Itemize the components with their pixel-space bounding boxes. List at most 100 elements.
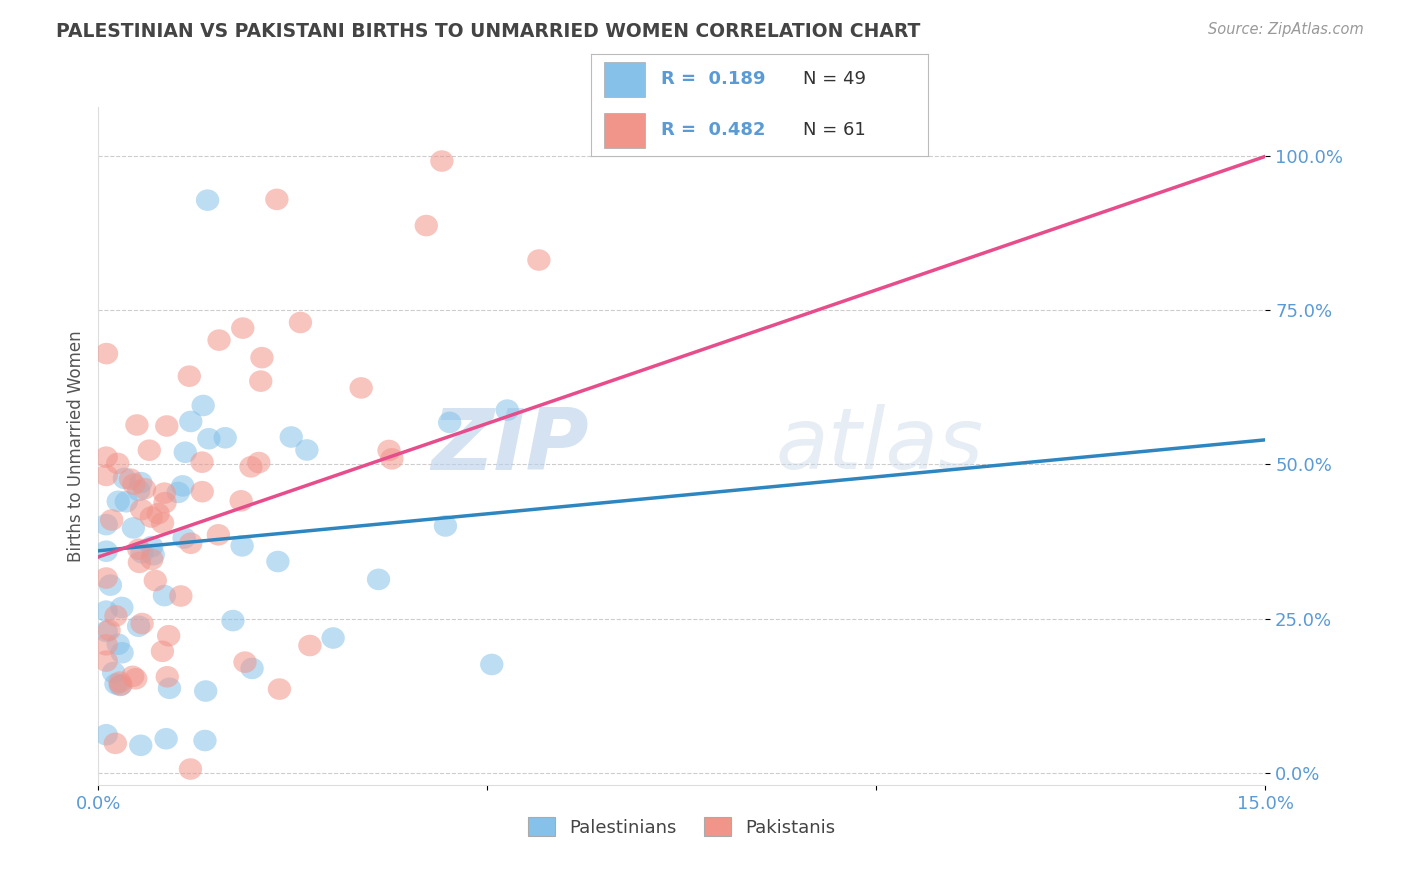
Ellipse shape [266, 188, 288, 211]
Ellipse shape [112, 467, 136, 489]
Text: atlas: atlas [775, 404, 983, 488]
Ellipse shape [150, 640, 174, 662]
Ellipse shape [193, 730, 217, 751]
Ellipse shape [94, 567, 118, 589]
Text: R =  0.482: R = 0.482 [661, 121, 766, 139]
Ellipse shape [377, 440, 401, 461]
Text: PALESTINIAN VS PAKISTANI BIRTHS TO UNMARRIED WOMEN CORRELATION CHART: PALESTINIAN VS PAKISTANI BIRTHS TO UNMAR… [56, 22, 921, 41]
Ellipse shape [97, 619, 121, 641]
Ellipse shape [94, 600, 118, 622]
Ellipse shape [153, 491, 177, 514]
Ellipse shape [104, 605, 128, 627]
Ellipse shape [110, 597, 134, 618]
Text: N = 61: N = 61 [803, 121, 866, 139]
Ellipse shape [350, 377, 373, 399]
Ellipse shape [166, 482, 190, 503]
Ellipse shape [267, 678, 291, 700]
Ellipse shape [129, 472, 152, 493]
Ellipse shape [157, 625, 180, 647]
Ellipse shape [146, 503, 170, 524]
Ellipse shape [266, 550, 290, 573]
Text: N = 49: N = 49 [803, 70, 866, 88]
Ellipse shape [157, 678, 181, 699]
Ellipse shape [190, 451, 214, 473]
Ellipse shape [231, 535, 253, 557]
Ellipse shape [124, 668, 148, 690]
Ellipse shape [191, 395, 215, 417]
Ellipse shape [415, 215, 437, 236]
Text: ZIP: ZIP [430, 404, 589, 488]
Ellipse shape [120, 468, 142, 490]
Ellipse shape [94, 343, 118, 365]
Ellipse shape [94, 650, 118, 672]
Ellipse shape [207, 524, 231, 546]
Ellipse shape [239, 456, 263, 477]
Ellipse shape [156, 666, 179, 688]
Ellipse shape [132, 478, 156, 500]
Ellipse shape [191, 481, 214, 502]
Ellipse shape [94, 541, 118, 562]
Ellipse shape [194, 681, 218, 702]
Ellipse shape [153, 585, 176, 607]
Ellipse shape [233, 651, 257, 673]
Ellipse shape [214, 427, 236, 449]
Ellipse shape [138, 440, 160, 461]
Ellipse shape [107, 633, 129, 655]
Ellipse shape [288, 311, 312, 334]
Ellipse shape [249, 370, 273, 392]
Ellipse shape [94, 514, 118, 535]
Ellipse shape [179, 410, 202, 433]
Ellipse shape [173, 442, 197, 463]
Ellipse shape [127, 480, 150, 501]
Ellipse shape [129, 734, 152, 756]
Ellipse shape [172, 475, 194, 497]
Ellipse shape [131, 542, 153, 564]
Ellipse shape [229, 490, 253, 512]
Ellipse shape [131, 613, 153, 634]
Ellipse shape [195, 189, 219, 211]
Ellipse shape [104, 673, 128, 695]
Ellipse shape [94, 465, 118, 486]
Ellipse shape [111, 642, 134, 664]
Ellipse shape [125, 414, 149, 436]
Ellipse shape [105, 452, 129, 475]
Ellipse shape [150, 512, 174, 533]
Ellipse shape [127, 615, 150, 637]
Ellipse shape [104, 732, 127, 754]
Ellipse shape [139, 507, 163, 528]
Ellipse shape [94, 446, 118, 468]
Ellipse shape [110, 674, 132, 696]
Ellipse shape [295, 439, 319, 461]
Bar [605, 113, 644, 148]
Ellipse shape [380, 448, 404, 470]
Ellipse shape [527, 249, 551, 271]
Ellipse shape [177, 366, 201, 387]
Ellipse shape [94, 724, 118, 746]
Ellipse shape [495, 400, 519, 421]
Ellipse shape [98, 574, 122, 596]
Ellipse shape [479, 654, 503, 675]
Ellipse shape [127, 539, 150, 560]
Text: R =  0.189: R = 0.189 [661, 70, 766, 88]
Text: Source: ZipAtlas.com: Source: ZipAtlas.com [1208, 22, 1364, 37]
Ellipse shape [141, 549, 163, 570]
Ellipse shape [153, 483, 176, 504]
Ellipse shape [128, 551, 150, 574]
Ellipse shape [143, 570, 167, 591]
Ellipse shape [298, 635, 322, 657]
Bar [605, 62, 644, 96]
Ellipse shape [169, 585, 193, 607]
Ellipse shape [94, 634, 118, 656]
Ellipse shape [129, 499, 153, 520]
Ellipse shape [439, 411, 461, 434]
Ellipse shape [100, 509, 124, 531]
Ellipse shape [197, 428, 221, 450]
Ellipse shape [221, 610, 245, 632]
Ellipse shape [122, 517, 145, 539]
Ellipse shape [173, 527, 195, 549]
Ellipse shape [155, 728, 177, 749]
Ellipse shape [94, 621, 118, 642]
Ellipse shape [231, 318, 254, 339]
Legend: Palestinians, Pakistanis: Palestinians, Pakistanis [520, 810, 844, 844]
Ellipse shape [103, 662, 125, 683]
